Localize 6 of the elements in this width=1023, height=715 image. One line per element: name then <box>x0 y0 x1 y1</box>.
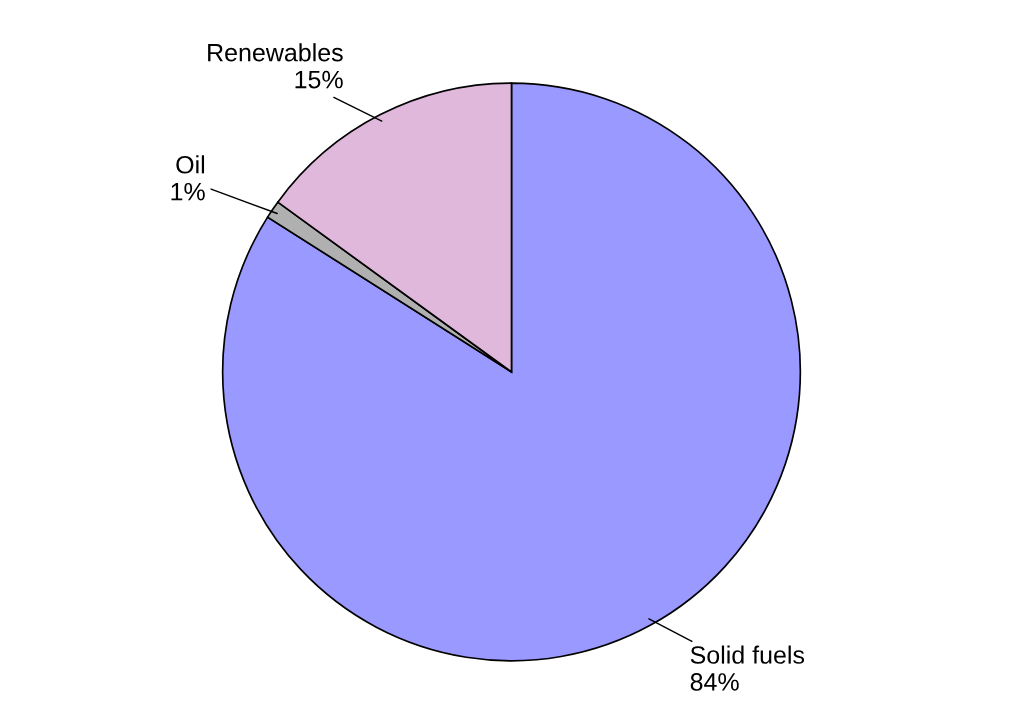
slice-label: Solid fuels <box>690 645 805 664</box>
data-label: 84% <box>690 673 739 691</box>
data-label: 15% <box>295 70 343 89</box>
slice-label: Oil <box>176 155 205 174</box>
data-label: 1% <box>171 182 205 201</box>
slice-label: Renewables <box>208 43 343 62</box>
